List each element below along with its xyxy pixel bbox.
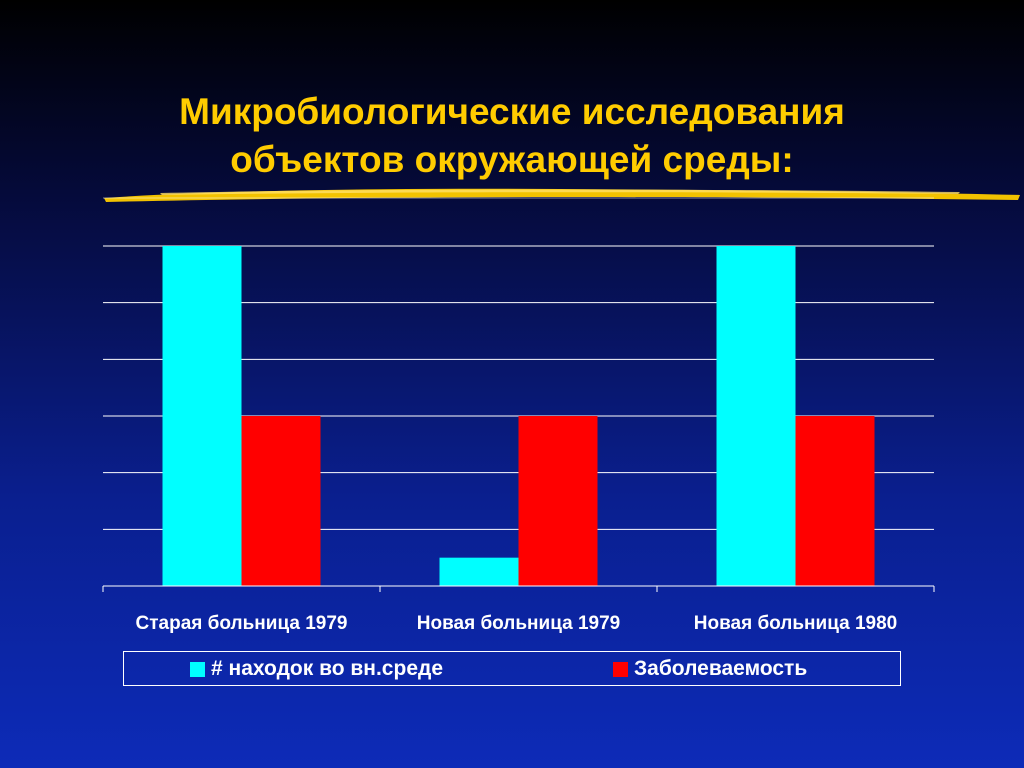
chart-legend: # находок во вн.среде Заболеваемость xyxy=(123,651,901,686)
bar-findings-2 xyxy=(439,557,519,586)
legend-label-findings: # находок во вн.среде xyxy=(211,657,444,680)
legend-item-incidence: Заболеваемость xyxy=(613,657,807,681)
bar-incidence-2 xyxy=(518,416,598,586)
bar-incidence-3 xyxy=(795,416,875,586)
brush-underline xyxy=(104,188,1020,202)
chart-axis xyxy=(102,585,935,592)
bar-findings-3 xyxy=(716,246,796,586)
chart-bars xyxy=(162,246,875,586)
title-line-2: объектов окружающей среды: xyxy=(230,139,794,180)
bar-findings-1 xyxy=(162,246,242,586)
legend-label-incidence: Заболеваемость xyxy=(634,657,808,680)
title-line-1: Микробиологические исследования xyxy=(179,91,845,132)
legend-swatch-findings xyxy=(190,661,205,677)
slide-title: Микробиологические исследования объектов… xyxy=(0,88,1024,184)
legend-swatch-incidence xyxy=(613,661,628,677)
category-label-2: Новая больница 1979 xyxy=(417,613,621,634)
category-labels: Старая больница 1979 Новая больница 1979 Н… xyxy=(136,613,898,634)
legend-item-findings: # находок во вн.среде xyxy=(190,657,443,681)
category-label-3: Новая больница 1980 xyxy=(694,613,898,634)
category-label-1: Старая больница 1979 xyxy=(136,613,348,634)
bar-incidence-1 xyxy=(241,416,321,586)
